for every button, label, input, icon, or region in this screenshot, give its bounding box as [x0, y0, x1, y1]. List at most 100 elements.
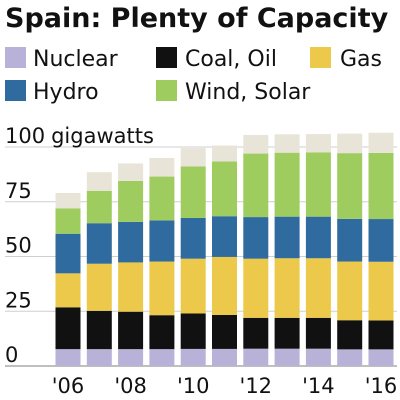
- bar-gas-2006: [55, 273, 81, 308]
- bar-hydro-2016: [368, 219, 394, 262]
- bar-coal-oil-2015: [337, 320, 363, 350]
- bar-nuclear-2007: [86, 349, 112, 366]
- y-tick-label-25: 25: [5, 288, 32, 312]
- bar-gas-2014: [305, 258, 331, 318]
- bar-wind-solar-2010: [180, 166, 206, 218]
- bar-nuclear-2011: [212, 348, 237, 366]
- x-tick-label-2010: '10: [177, 374, 210, 398]
- bar-wind-solar-2007: [86, 190, 112, 224]
- legend: Nuclear Coal, Oil Gas Hydro Wind, Solar: [5, 47, 382, 105]
- bar-other-2015: [337, 133, 363, 154]
- bar-wind-solar-2014: [305, 152, 331, 217]
- bar-other-2009: [149, 157, 175, 177]
- legend-label-wind-solar: Wind, Solar: [185, 80, 311, 105]
- bar-hydro-2007: [86, 223, 112, 264]
- bar-coal-oil-2013: [274, 317, 300, 349]
- bar-gas-2016: [368, 261, 394, 321]
- y-axis: 0 25 50 75 100 gigawatts: [5, 124, 154, 367]
- bar-stack-2006: [55, 192, 81, 366]
- bar-wind-solar-2006: [55, 208, 81, 234]
- bars: [55, 132, 394, 366]
- bar-other-2010: [180, 148, 206, 167]
- legend-label-gas: Gas: [340, 47, 382, 72]
- x-tick-label-2014: '14: [302, 374, 335, 398]
- x-tick-label-2012: '12: [240, 374, 273, 398]
- legend-label-coal-oil: Coal, Oil: [185, 47, 277, 72]
- bar-nuclear-2016: [368, 349, 394, 366]
- legend-item-coal-oil: Coal, Oil: [156, 47, 277, 72]
- bar-gas-2011: [212, 256, 237, 315]
- bar-coal-oil-2016: [368, 320, 394, 350]
- bar-gas-2009: [149, 261, 175, 316]
- bar-hydro-2008: [118, 221, 144, 263]
- bar-hydro-2009: [149, 220, 175, 262]
- bar-coal-oil-2008: [118, 311, 144, 350]
- bar-gas-2012: [243, 258, 269, 318]
- bar-coal-oil-2012: [243, 317, 269, 349]
- bar-nuclear-2008: [118, 349, 144, 366]
- legend-item-wind-solar: Wind, Solar: [156, 80, 311, 105]
- bar-stack-2016: [368, 132, 394, 366]
- y-unit-label: gigawatts: [51, 124, 154, 148]
- bar-nuclear-2006: [55, 349, 81, 366]
- bar-hydro-2011: [212, 216, 237, 257]
- bar-hydro-2010: [180, 217, 206, 259]
- bar-hydro-2013: [274, 216, 300, 259]
- bar-stack-2015: [337, 133, 363, 366]
- bar-coal-oil-2006: [55, 307, 81, 350]
- legend-swatch-coal-oil: [156, 47, 177, 68]
- legend-swatch-hydro: [5, 80, 26, 101]
- y-tick-label-50: 50: [5, 234, 32, 258]
- bar-wind-solar-2009: [149, 176, 175, 221]
- bar-other-2011: [212, 145, 237, 162]
- y-tick-label-0: 0: [5, 343, 18, 367]
- bar-other-2016: [368, 132, 394, 153]
- bar-other-2012: [243, 134, 269, 154]
- y-tick-label-75: 75: [5, 179, 32, 203]
- bar-coal-oil-2010: [180, 313, 206, 349]
- bar-hydro-2012: [243, 217, 269, 259]
- bar-other-2014: [305, 134, 331, 153]
- bar-gas-2013: [274, 258, 300, 318]
- legend-item-gas: Gas: [310, 47, 382, 72]
- legend-item-nuclear: Nuclear: [5, 47, 119, 72]
- bar-hydro-2014: [305, 216, 331, 259]
- bar-coal-oil-2011: [212, 314, 237, 349]
- bar-stack-2009: [149, 157, 175, 366]
- x-tick-label-2008: '08: [114, 374, 147, 398]
- bar-stack-2013: [274, 134, 300, 366]
- bar-wind-solar-2013: [274, 152, 300, 217]
- x-axis: '06 '08 '10 '12 '14 '16: [52, 374, 398, 398]
- bar-hydro-2006: [55, 233, 81, 274]
- legend-label-hydro: Hydro: [33, 80, 99, 105]
- bar-other-2007: [86, 172, 112, 191]
- bar-other-2013: [274, 134, 300, 153]
- bar-gas-2015: [337, 261, 363, 321]
- y-tick-label-100: 100 gigawatts: [5, 124, 154, 148]
- bar-gas-2007: [86, 263, 112, 311]
- legend-label-nuclear: Nuclear: [33, 47, 119, 72]
- bar-wind-solar-2016: [368, 152, 394, 220]
- bar-stack-2014: [305, 134, 331, 366]
- legend-swatch-wind-solar: [156, 80, 177, 101]
- x-tick-label-2006: '06: [52, 374, 85, 398]
- bar-gas-2010: [180, 258, 206, 314]
- legend-swatch-nuclear: [5, 47, 26, 68]
- bar-coal-oil-2007: [86, 310, 112, 350]
- bar-other-2008: [118, 163, 144, 181]
- legend-swatch-gas: [310, 47, 331, 68]
- bar-nuclear-2012: [243, 348, 269, 366]
- bar-wind-solar-2012: [243, 153, 269, 218]
- bar-stack-2008: [118, 163, 144, 366]
- bar-coal-oil-2014: [305, 317, 331, 349]
- bar-other-2006: [55, 192, 81, 209]
- bar-nuclear-2010: [180, 348, 206, 366]
- bar-stack-2007: [86, 172, 112, 366]
- chart-title: Spain: Plenty of Capacity: [5, 3, 389, 34]
- bar-stack-2011: [212, 145, 237, 366]
- bar-nuclear-2009: [149, 349, 175, 366]
- bar-nuclear-2015: [337, 349, 363, 366]
- bar-wind-solar-2008: [118, 180, 144, 222]
- bar-stack-2012: [243, 134, 269, 366]
